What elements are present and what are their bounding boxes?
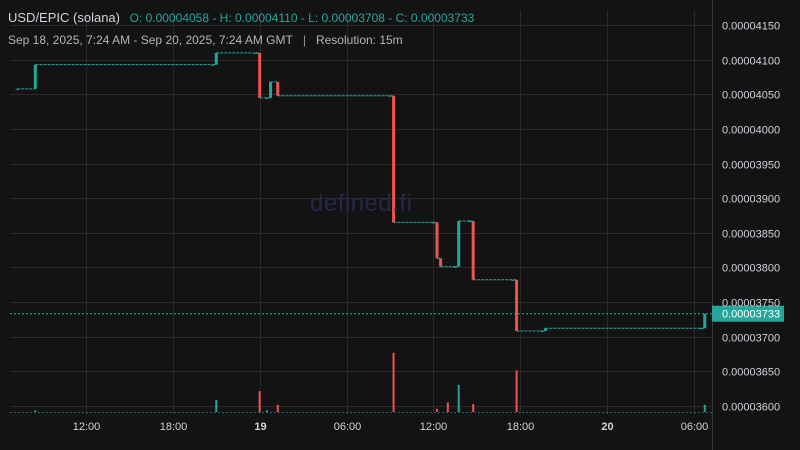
candle [392,95,396,223]
ohlc-values: O: 0.00004058 - H: 0.00004110 - L: 0.000… [129,11,475,25]
y-tick-label: 0.00004000 [722,125,780,137]
candle [214,52,218,65]
y-tick-label: 0.00003800 [722,263,780,275]
candle [457,220,461,267]
candle [471,220,475,280]
x-tick-label: 18:00 [507,421,535,433]
x-tick-label: 19 [254,421,266,433]
volume-bar [515,370,518,412]
candle [276,81,280,96]
x-tick-label: 06:00 [334,421,362,433]
y-tick-label: 0.00004050 [722,90,780,102]
y-tick-label: 0.00004100 [722,56,780,68]
watermark: defined.fi [310,190,413,217]
x-tick-label: 20 [601,421,613,433]
pair-title: USD/EPIC (solana) [8,10,120,25]
y-tick-label: 0.00003850 [722,229,780,241]
candle [439,258,443,267]
y-tick-label: 0.00003650 [722,367,780,379]
volume-bar [276,404,279,412]
resolution-label: Resolution: 15m [315,33,403,47]
volume-bar [446,402,449,412]
candle [515,279,519,331]
y-tick-label: 0.00003900 [722,194,780,206]
volume-bars [10,352,712,413]
x-tick-label: 06:00 [681,421,709,433]
y-axis: 0.00004150 0.00004100 0.00004050 0.00004000… [722,21,780,414]
grid [10,0,713,450]
last-price-line: 0.00003733 [10,305,784,322]
chart-header: USD/EPIC (solana) O: 0.00004058 - H: 0.0… [8,10,474,25]
y-tick-label: 0.00003950 [722,160,780,172]
candle [33,64,37,89]
volume-bar [34,410,37,412]
volume-bar [258,391,261,412]
candle [703,313,707,329]
x-tick-label: 12:00 [420,421,448,433]
volume-bar [457,384,460,412]
y-tick-label: 0.00003600 [722,402,780,414]
candle [544,328,548,331]
volume-bar [703,404,706,412]
volume-bar [472,404,475,412]
x-tick-label: 12:00 [73,421,101,433]
volume-bar [435,408,438,412]
volume-bar [392,352,395,412]
chart-subheader: Sep 18, 2025, 7:24 AM - Sep 20, 2025, 7:… [8,33,403,47]
last-price-badge [712,305,784,322]
y-tick-label: 0.00003700 [722,333,780,345]
volume-bar [215,400,218,412]
candle [258,52,262,98]
x-axis: 12:00 18:00 19 06:00 12:00 18:00 20 06:00 [73,421,709,433]
candle [269,81,273,98]
y-tick-label: 0.00004150 [722,21,780,33]
last-price-label: 0.00003733 [722,309,780,321]
date-range: Sep 18, 2025, 7:24 AM - Sep 20, 2025, 7:… [8,33,293,47]
candle [435,222,439,259]
separator: | [302,33,306,47]
y-tick-label: 0.00003750 [722,298,780,310]
volume-bar [265,410,268,412]
candles [15,52,707,332]
x-tick-label: 18:00 [160,421,188,433]
